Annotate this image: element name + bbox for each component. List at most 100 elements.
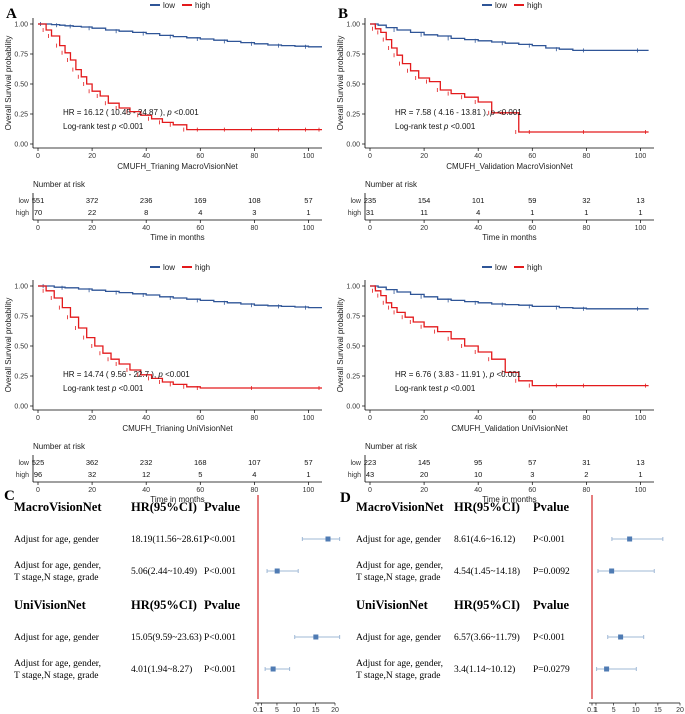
risk-low-count: 32 — [582, 196, 590, 205]
risk-x-tick-label: 60 — [196, 487, 204, 494]
forest-row: Adjust for age, gender 6.57(3.66~11.79) P<… — [356, 632, 645, 643]
x-tick-label: 80 — [250, 153, 258, 160]
risk-x-tick-label: 60 — [196, 225, 204, 232]
y-tick-label: 0.00 — [346, 404, 360, 411]
y-tick-label: 0.75 — [346, 52, 360, 59]
risk-high-count: 11 — [420, 208, 428, 217]
y-axis-label: Overall Survival probability — [336, 36, 345, 131]
risk-high-count: 2 — [584, 470, 588, 479]
risk-low-count: 31 — [582, 458, 590, 467]
row-hr: 15.05(9.59~23.63) — [131, 632, 202, 643]
km-curve-low — [370, 285, 649, 310]
censor-marks-low — [42, 284, 306, 310]
x-tick-label: 60 — [528, 415, 536, 422]
section-p-header: Pvalue — [204, 500, 241, 514]
row-pvalue: P<0.001 — [204, 535, 236, 545]
forest-x-tick-label: 5 — [275, 707, 279, 714]
risk-low-count: 525 — [32, 458, 45, 467]
x-tick-label: 0 — [368, 415, 372, 422]
risk-x-tick-label: 20 — [88, 225, 96, 232]
risk-low-count: 236 — [140, 196, 153, 205]
forest-row: Adjust for age, gender, T stage,N stage, … — [356, 560, 655, 583]
risk-high-count: 8 — [144, 208, 148, 217]
row-label-line1: Adjust for age, gender, — [356, 658, 443, 669]
risk-low-count: 235 — [364, 196, 377, 205]
panel-letter: C — [4, 488, 15, 504]
forest-panel-D: D0.115101520Cox analysis on CMUFH Valida… — [340, 490, 684, 714]
legend-high-label: high — [195, 263, 210, 272]
risk-high-count: 3 — [252, 208, 256, 217]
forest-row: Adjust for age, gender, T stage,N stage, … — [356, 658, 637, 681]
y-tick-label: 0.50 — [346, 82, 360, 89]
risk-x-tick-label: 60 — [528, 225, 536, 232]
y-tick-label: 0.50 — [346, 344, 360, 351]
risk-low-count: 107 — [248, 458, 261, 467]
risk-row-low-label: low — [350, 198, 361, 205]
section-hr-header: HR(95%CI) — [454, 598, 520, 612]
forest-x-tick-label: 20 — [676, 707, 684, 714]
row-hr: 4.54(1.45~14.18) — [454, 566, 520, 577]
risk-x-tick-label: 80 — [250, 487, 258, 494]
risk-table-title: Number at risk — [365, 180, 418, 189]
risk-low-count: 154 — [418, 196, 431, 205]
logrank-annotation-part-2: <0.001 — [448, 384, 475, 393]
x-tick-label: 40 — [142, 415, 150, 422]
risk-low-count: 168 — [194, 458, 207, 467]
risk-high-count: 3 — [530, 470, 534, 479]
hr-annotation: HR = 6.76 ( 3.83 - 11.91 ), p <0.001 — [395, 370, 522, 379]
risk-table-title: Number at risk — [365, 442, 418, 451]
risk-high-count: 1 — [638, 470, 642, 479]
x-tick-label: 20 — [88, 415, 96, 422]
forest-x-tick-label: 5 — [612, 707, 616, 714]
risk-x-tick-label: 40 — [142, 225, 150, 232]
section-model-name: UniVisionNet — [356, 598, 429, 612]
risk-x-tick-label: 40 — [142, 487, 150, 494]
x-tick-label: 0 — [368, 153, 372, 160]
risk-high-count: 22 — [88, 208, 96, 217]
section-MacroVisionNet: MacroVisionNet HR(95%CI) Pvalue Adjust for … — [356, 500, 664, 583]
y-axis-label: Overall Survival probability — [4, 36, 13, 131]
forest-x-tick-label: 15 — [312, 707, 320, 714]
row-hr: 5.06(2.44~10.49) — [131, 566, 197, 577]
row-label-line1: Adjust for age, gender, — [14, 658, 101, 669]
km-curve-high — [370, 23, 649, 133]
risk-high-count: 96 — [34, 470, 42, 479]
hr-annotation-part-1: p — [157, 370, 163, 379]
legend-high-label: high — [195, 1, 210, 10]
risk-x-axis-label: Time in months — [482, 233, 536, 242]
legend: low high — [482, 1, 542, 10]
km-curve-low — [38, 23, 322, 48]
risk-high-count: 70 — [34, 208, 42, 217]
risk-high-count: 1 — [306, 208, 310, 217]
hr-point — [609, 568, 615, 574]
x-tick-label: 100 — [303, 153, 315, 160]
risk-x-axis-label: Time in months — [150, 495, 204, 504]
x-tick-label: 0 — [36, 415, 40, 422]
risk-x-tick-label: 80 — [250, 225, 258, 232]
x-tick-label: 40 — [474, 415, 482, 422]
x-tick-label: 60 — [196, 153, 204, 160]
risk-row-low-label: low — [350, 460, 361, 467]
risk-low-count: 169 — [194, 196, 207, 205]
legend-high-label: high — [527, 1, 542, 10]
risk-x-tick-label: 0 — [36, 225, 40, 232]
risk-low-count: 13 — [636, 458, 644, 467]
hr-point — [313, 634, 319, 640]
panel-letter: B — [338, 6, 348, 22]
forest-row: Adjust for age, gender 15.05(9.59~23.63) P… — [14, 632, 341, 643]
hr-annotation: HR = 16.12 ( 10.45 - 24.87 ), p <0.001 — [63, 108, 199, 117]
row-pvalue: P<0.001 — [533, 633, 565, 643]
row-hr: 4.01(1.94~8.27) — [131, 664, 192, 675]
hr-annotation-part-1: p — [489, 370, 495, 379]
forest-x-tick-label: 10 — [292, 707, 300, 714]
risk-x-tick-label: 100 — [303, 487, 315, 494]
km-curve-high — [370, 285, 649, 387]
censor-marks-low — [374, 23, 638, 53]
legend-low-label: low — [163, 1, 175, 10]
risk-x-tick-label: 80 — [582, 225, 590, 232]
logrank-annotation: Log-rank test p <0.001 — [395, 384, 476, 393]
logrank-annotation-part-2: <0.001 — [116, 384, 143, 393]
risk-low-count: 95 — [474, 458, 482, 467]
hr-point — [604, 666, 610, 672]
forest-row: Adjust for age, gender, T stage,N stage, … — [14, 658, 291, 681]
